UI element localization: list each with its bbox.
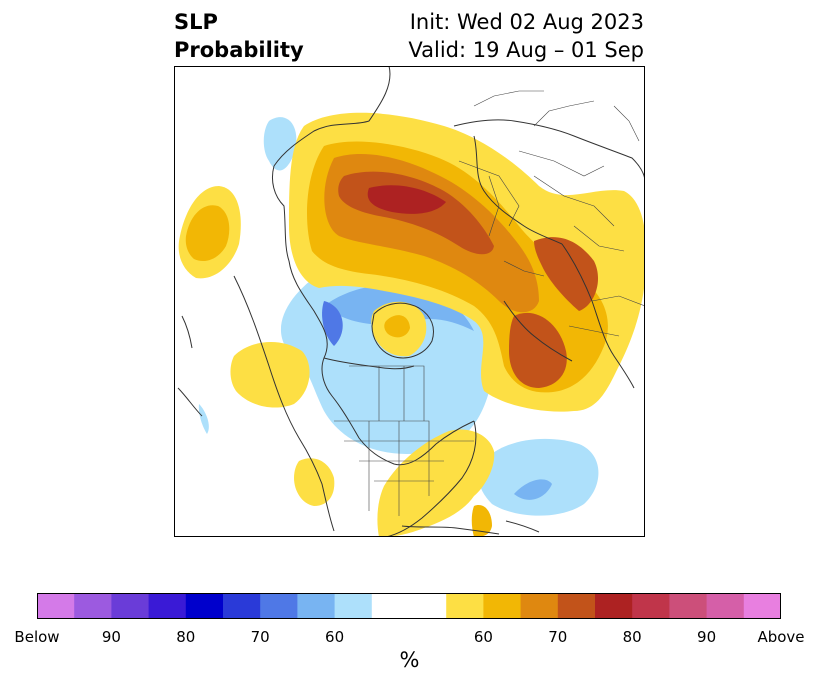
colorbar-tick-label: 60 (473, 628, 493, 646)
title-variable: SLP (174, 10, 218, 34)
colorbar-segment (706, 593, 745, 619)
colorbar-tick-label: 60 (325, 628, 345, 646)
colorbar-segment (148, 593, 187, 619)
below-normal-region-pacific (198, 404, 209, 434)
init-date: Init: Wed 02 Aug 2023 (409, 10, 644, 34)
political-borders (334, 90, 645, 516)
colorbar (37, 593, 781, 619)
colorbar-segment (297, 593, 336, 619)
probability-map (174, 66, 645, 537)
colorbar-segment (260, 593, 298, 619)
colorbar-segment (669, 593, 708, 619)
above-normal-region-canada (230, 341, 310, 408)
colorbar-tick-label: Above (757, 628, 805, 646)
colorbar-tick-label: 70 (548, 628, 568, 646)
colorbar-tick-label: 90 (697, 628, 717, 646)
colorbar-tick-label: 80 (176, 628, 196, 646)
map-frame (174, 66, 645, 537)
colorbar-segment (520, 593, 559, 619)
above-normal-region-eurasia (289, 112, 645, 412)
colorbar-tick-label: 70 (250, 628, 270, 646)
below-normal-region-alaska (263, 117, 297, 171)
colorbar-frame (37, 593, 781, 619)
colorbar-segment (111, 593, 150, 619)
colorbar-segment (483, 593, 522, 619)
colorbar-segment (446, 593, 484, 619)
map-title: SLP Probability (174, 8, 304, 64)
above-normal-region-pacific (178, 186, 241, 279)
colorbar-tick-label: 90 (101, 628, 121, 646)
valid-range: Valid: 19 Aug – 01 Sep (408, 38, 644, 62)
colorbar-tick-label: 80 (622, 628, 642, 646)
map-dates: Init: Wed 02 Aug 2023 Valid: 19 Aug – 01… (408, 8, 644, 64)
colorbar-segment (223, 593, 261, 619)
title-field: Probability (174, 38, 304, 62)
colorbar-segment (371, 593, 410, 619)
colorbar-segment (557, 593, 596, 619)
colorbar-segment (595, 593, 633, 619)
coastlines (177, 66, 645, 537)
colorbar-segment (632, 593, 670, 619)
below-normal-region-atlantic (478, 438, 599, 516)
colorbar-segment (334, 593, 373, 619)
above-normal-region-arctic (371, 301, 427, 357)
colorbar-segment (743, 593, 781, 619)
colorbar-segment (37, 593, 75, 619)
colorbar-segment (185, 593, 224, 619)
colorbar-tick-label: Below (14, 628, 60, 646)
colorbar-unit-label: % (399, 648, 420, 672)
colorbar-segment (74, 593, 112, 619)
colorbar-segment (409, 593, 447, 619)
